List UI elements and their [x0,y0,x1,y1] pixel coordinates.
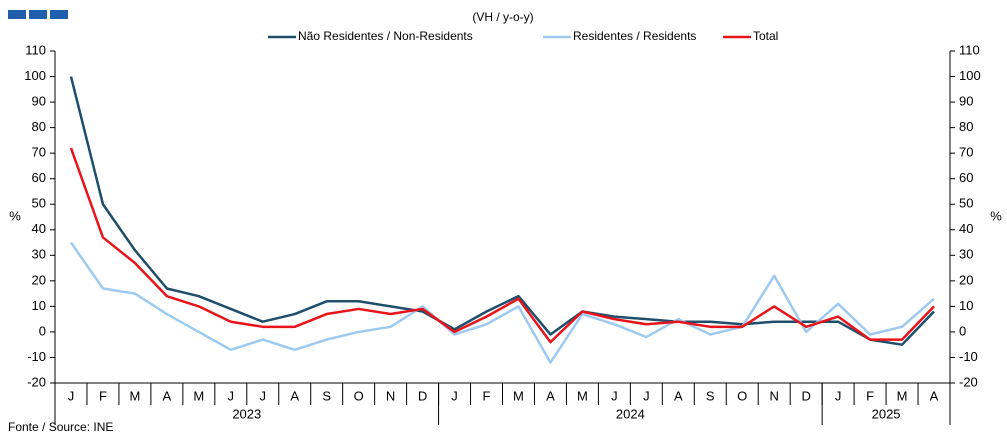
y-tick-label: 70 [32,145,46,160]
x-tick-label: D [418,388,427,403]
x-tick-label: A [290,388,299,403]
series-line [69,76,935,346]
year-label: 2024 [616,406,645,421]
y2-axis-label: % [990,208,1002,223]
x-tick-label: S [706,388,715,403]
y2-tick-label: 90 [959,94,973,109]
y-tick-label: -10 [27,349,46,364]
logo-block [8,10,26,19]
y-tick-label: 80 [32,119,46,134]
x-tick-label: M [129,388,140,403]
year-label: 2025 [872,406,901,421]
y-tick-label: 40 [32,221,46,236]
y-tick-label: 10 [32,298,46,313]
logo-block [29,10,47,19]
y2-tick-label: 100 [959,68,981,83]
x-tick-label: J [260,388,267,403]
legend-label: Total [753,29,778,43]
y-tick-label: 30 [32,247,46,262]
x-tick-label: J [228,388,235,403]
y2-tick-label: 110 [959,42,980,57]
y2-tick-label: -10 [959,349,978,364]
y-tick-label: 60 [32,170,46,185]
y2-tick-label: 40 [959,221,973,236]
y2-tick-label: 0 [959,323,966,338]
y-axis-label: % [9,208,21,223]
x-tick-label: A [163,388,172,403]
x-tick-label: A [674,388,683,403]
y2-tick-label: 70 [959,145,973,160]
subtitle: (VH / y-o-y) [472,10,533,24]
series-line [69,147,935,344]
x-tick-label: O [737,388,747,403]
x-tick-label: D [801,388,810,403]
logo-block [50,10,68,19]
y2-tick-label: 20 [959,272,973,287]
y-tick-label: 50 [32,196,46,211]
x-tick-label: N [770,388,779,403]
x-tick-label: O [354,388,364,403]
y2-tick-label: -20 [959,374,978,389]
year-label: 2023 [232,406,261,421]
y2-tick-label: 10 [959,298,973,313]
y-tick-label: -20 [27,374,46,389]
x-tick-label: J [68,388,75,403]
y-tick-label: 100 [24,68,46,83]
y-tick-label: 110 [25,42,46,57]
x-tick-label: F [99,388,107,403]
y2-tick-label: 50 [959,196,973,211]
legend-label: Residentes / Residents [573,29,696,43]
y-tick-label: 0 [39,323,46,338]
series-line [69,241,935,364]
y2-tick-label: 80 [959,119,973,134]
y-tick-label: 20 [32,272,46,287]
y-tick-label: 90 [32,94,46,109]
x-tick-label: M [897,388,908,403]
x-tick-label: J [835,388,842,403]
x-tick-label: M [577,388,588,403]
x-tick-label: J [611,388,618,403]
x-tick-label: M [193,388,204,403]
x-tick-label: A [546,388,555,403]
x-tick-label: J [643,388,650,403]
x-tick-label: N [386,388,395,403]
x-tick-label: M [513,388,524,403]
y2-tick-label: 60 [959,170,973,185]
source: Fonte / Source: INE [8,420,113,434]
legend-label: Não Residentes / Non-Residents [298,29,473,43]
x-tick-label: S [322,388,331,403]
x-tick-label: F [483,388,491,403]
x-tick-label: F [866,388,874,403]
x-tick-label: A [930,388,939,403]
x-tick-label: J [451,388,458,403]
y2-tick-label: 30 [959,247,973,262]
